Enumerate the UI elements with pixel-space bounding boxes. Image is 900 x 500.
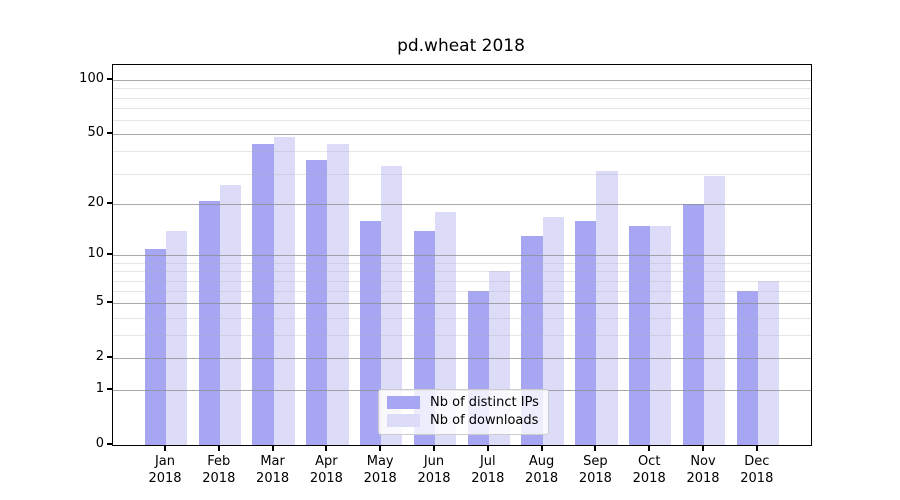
bar-downloads-jun xyxy=(435,212,457,445)
bar-downloads-dec xyxy=(757,280,780,445)
x-tick-label: Jun 2018 xyxy=(417,454,451,486)
y-tick-mark xyxy=(107,356,112,359)
minor-gridline xyxy=(113,97,811,99)
bar-downloads-feb xyxy=(219,184,242,445)
gridlines-layer xyxy=(113,65,811,445)
bar-distinct-ips-dec xyxy=(736,291,758,445)
y-tick-label: 20 xyxy=(87,195,104,211)
bar-distinct-ips-sep xyxy=(575,221,597,445)
y-tick-label: 5 xyxy=(95,294,104,310)
y-tick-label: 50 xyxy=(87,125,104,141)
y-tick-label: 2 xyxy=(95,349,104,365)
minor-gridline xyxy=(113,317,811,319)
bar-distinct-ips-apr xyxy=(306,159,328,445)
major-gridline xyxy=(113,358,811,360)
minor-gridline xyxy=(113,108,811,110)
minor-gridline xyxy=(113,280,811,282)
x-tick-mark xyxy=(217,446,220,451)
x-tick-mark xyxy=(325,446,328,451)
y-tick-mark xyxy=(107,78,112,81)
bar-downloads-mar xyxy=(273,137,295,445)
x-tick-label: Mar 2018 xyxy=(256,454,290,486)
plot-area: Nb of distinct IPs Nb of downloads xyxy=(112,64,812,446)
legend-label-downloads: Nb of downloads xyxy=(430,413,539,428)
x-tick-mark xyxy=(271,446,274,451)
x-tick-mark xyxy=(755,446,758,451)
y-tick-mark xyxy=(107,301,112,304)
y-tick-mark xyxy=(107,202,112,205)
x-tick-label: Oct 2018 xyxy=(632,454,666,486)
x-tick-mark xyxy=(379,446,382,451)
bar-downloads-nov xyxy=(704,176,726,445)
legend-swatch-downloads-icon xyxy=(387,414,420,427)
minor-gridline xyxy=(113,151,811,153)
x-tick-label: Jan 2018 xyxy=(148,454,182,486)
bar-downloads-may xyxy=(381,166,403,445)
x-tick-label: Jul 2018 xyxy=(471,454,505,486)
y-tick-label: 10 xyxy=(87,246,104,262)
major-gridline xyxy=(113,204,811,206)
legend-item-downloads: Nb of downloads xyxy=(387,413,539,428)
x-tick-mark xyxy=(486,446,489,451)
bar-downloads-apr xyxy=(327,144,349,445)
y-tick-mark xyxy=(107,388,112,391)
bar-distinct-ips-feb xyxy=(198,200,220,445)
legend: Nb of distinct IPs Nb of downloads xyxy=(378,389,549,435)
y-tick-label: 1 xyxy=(95,381,104,397)
y-tick-mark xyxy=(107,253,112,256)
minor-gridline xyxy=(113,271,811,273)
y-tick-mark xyxy=(107,132,112,135)
bar-downloads-sep xyxy=(596,171,618,445)
legend-swatch-distinct-ips-icon xyxy=(387,396,420,409)
x-tick-label: Dec 2018 xyxy=(740,454,774,486)
x-tick-mark xyxy=(702,446,704,451)
minor-gridline xyxy=(113,291,811,293)
major-gridline xyxy=(113,134,811,136)
x-tick-label: Apr 2018 xyxy=(309,454,343,486)
x-tick-mark xyxy=(594,446,597,451)
major-gridline xyxy=(113,255,811,257)
minor-gridline xyxy=(113,173,811,175)
legend-item-distinct-ips: Nb of distinct IPs xyxy=(387,395,539,410)
major-gridline xyxy=(113,80,811,82)
legend-label-distinct-ips: Nb of distinct IPs xyxy=(430,395,539,410)
x-tick-mark xyxy=(648,446,651,451)
y-tick-mark xyxy=(107,443,112,445)
minor-gridline xyxy=(113,88,811,90)
minor-gridline xyxy=(113,263,811,264)
chart-title: pd.wheat 2018 xyxy=(397,36,525,56)
minor-gridline xyxy=(113,335,811,337)
bar-downloads-jan xyxy=(166,230,188,445)
x-tick-label: Feb 2018 xyxy=(202,454,236,486)
bar-downloads-aug xyxy=(542,216,564,445)
x-tick-mark xyxy=(164,446,166,451)
y-tick-label: 0 xyxy=(95,436,104,451)
x-tick-label: Nov 2018 xyxy=(686,454,720,486)
x-tick-mark xyxy=(540,446,543,451)
major-gridline xyxy=(113,303,811,305)
y-tick-label: 100 xyxy=(79,71,104,87)
bar-distinct-ips-nov xyxy=(682,204,704,445)
bar-distinct-ips-mar xyxy=(252,144,274,445)
x-tick-label: Aug 2018 xyxy=(525,454,559,486)
bar-distinct-ips-may xyxy=(359,221,382,445)
bar-distinct-ips-jan xyxy=(144,248,166,445)
x-tick-mark xyxy=(433,446,435,451)
x-tick-label: Sep 2018 xyxy=(578,454,612,486)
minor-gridline xyxy=(113,120,811,122)
x-tick-label: May 2018 xyxy=(363,454,397,486)
